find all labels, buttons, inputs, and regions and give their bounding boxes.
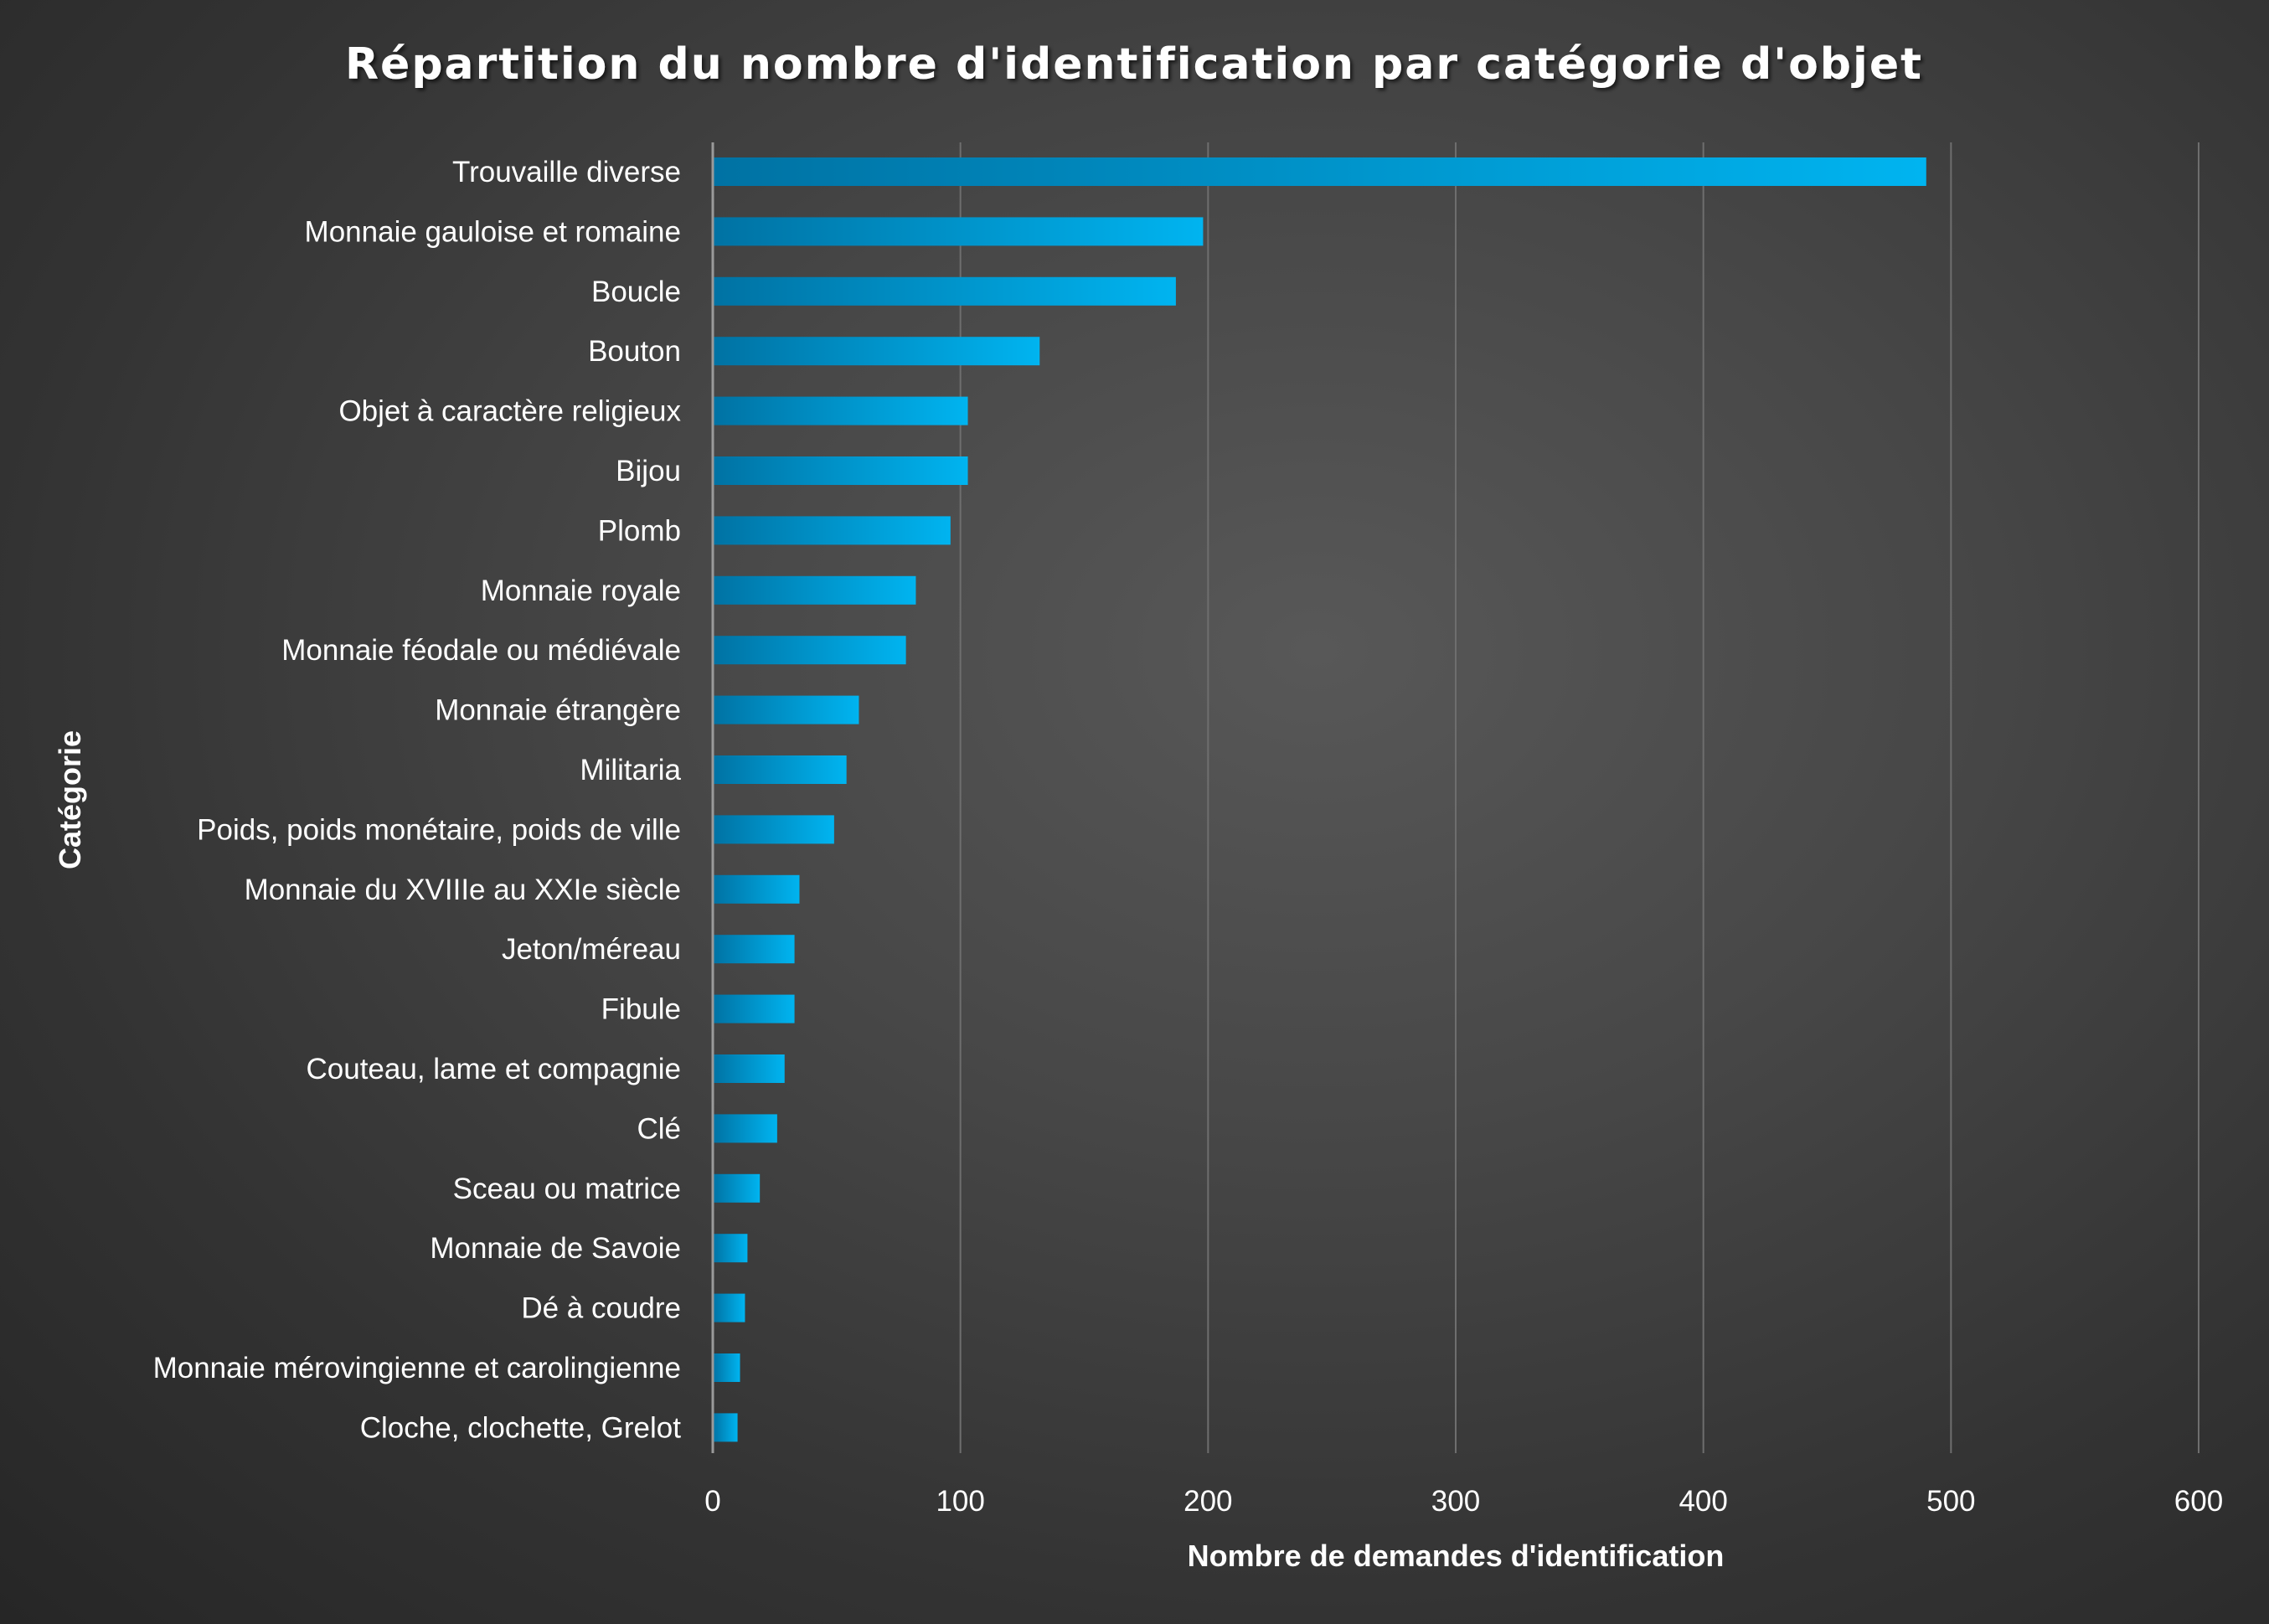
bar [713, 755, 847, 784]
category-label: Couteau, lame et compagnie [307, 1053, 682, 1085]
bar [713, 1173, 761, 1203]
category-label: Trouvaille diverse [452, 156, 681, 188]
bar [713, 396, 968, 425]
bar [713, 695, 859, 724]
x-tick-label: 400 [1679, 1485, 1727, 1518]
category-label: Objet à caractère religieux [338, 395, 681, 428]
category-label: Bouton [588, 335, 681, 368]
category-label: Militaria [580, 754, 681, 786]
x-tick-label: 200 [1183, 1485, 1232, 1518]
category-label: Monnaie de Savoie [430, 1232, 681, 1265]
y-axis-title: Catégorie [53, 730, 87, 869]
bar [713, 1114, 777, 1143]
category-label: Monnaie royale [481, 575, 681, 607]
bar [713, 456, 968, 485]
x-tick-label: 100 [936, 1485, 984, 1518]
bar [713, 157, 1926, 186]
bar [713, 1054, 785, 1083]
bar [713, 516, 951, 545]
category-label: Clé [637, 1112, 681, 1145]
category-label: Sceau ou matrice [453, 1173, 681, 1205]
bar [713, 575, 916, 605]
bar [713, 1413, 738, 1442]
x-tick-label: 0 [704, 1485, 720, 1518]
category-label: Jeton/méreau [502, 933, 681, 966]
bar [713, 815, 834, 844]
bar [713, 935, 795, 964]
bar [713, 337, 1040, 366]
chart-title: Répartition du nombre d'identification p… [345, 39, 1923, 90]
category-label: Cloche, clochette, Grelot [360, 1411, 682, 1444]
bar [713, 1234, 748, 1263]
category-label: Monnaie du XVIIIe au XXIe siècle [245, 874, 681, 906]
bar [713, 276, 1176, 306]
x-tick-label: 600 [2174, 1485, 2223, 1518]
category-label: Monnaie féodale ou médiévale [281, 634, 681, 667]
category-label: Plomb [598, 514, 681, 547]
x-tick-label: 300 [1431, 1485, 1480, 1518]
category-label: Fibule [601, 993, 681, 1026]
category-label: Monnaie mérovingienne et carolingienne [153, 1352, 681, 1384]
bar [713, 1293, 745, 1322]
gridlines [959, 142, 2199, 1453]
category-label: Boucle [591, 276, 681, 308]
bar [713, 994, 795, 1023]
category-labels: Trouvaille diverse Monnaie gauloise et ro… [153, 156, 682, 1444]
category-label: Monnaie gauloise et romaine [305, 215, 681, 248]
category-label: Bijou [616, 455, 681, 487]
bar [713, 874, 800, 904]
category-label: Poids, poids monétaire, poids de ville [197, 813, 681, 846]
bar [713, 636, 906, 665]
bars [713, 157, 1926, 1442]
category-label: Monnaie étrangère [435, 694, 681, 727]
x-tick-labels: 0 100 200 300 400 500 600 [704, 1485, 2223, 1518]
category-label: Dé à coudre [521, 1292, 681, 1325]
bar [713, 1353, 740, 1382]
x-axis-title: Nombre de demandes d'identification [1188, 1539, 1725, 1573]
bar [713, 217, 1204, 246]
x-tick-label: 500 [1926, 1485, 1975, 1518]
